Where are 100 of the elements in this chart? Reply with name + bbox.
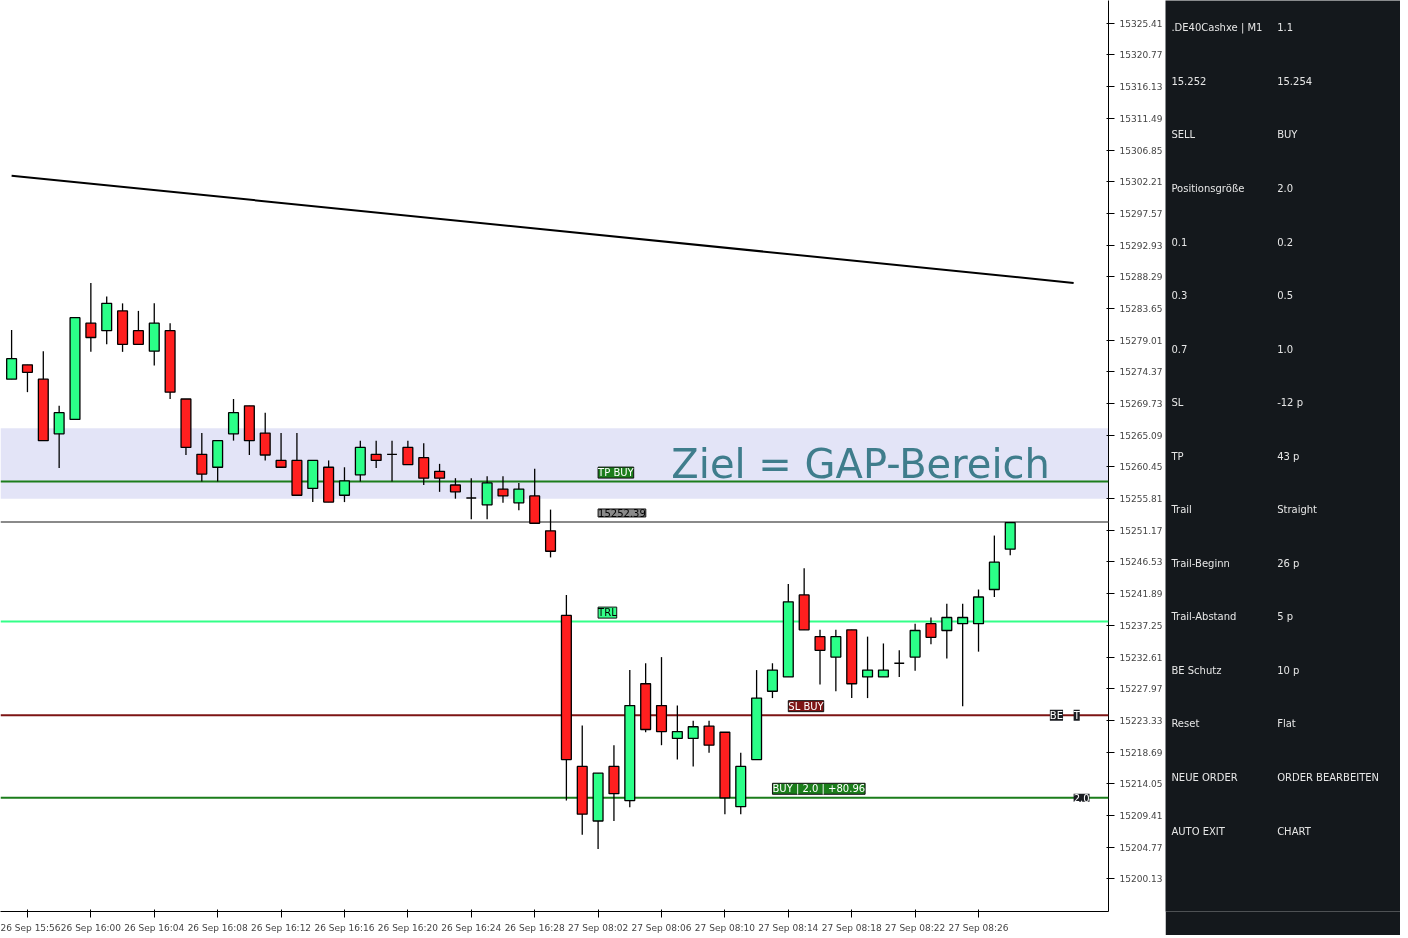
candlestick [893,649,905,678]
candlestick [227,398,240,442]
y-tick-label: 15302.21 [1119,177,1163,188]
candlestick [497,475,509,504]
x-tick-label: 26 Sep 16:00 [60,922,122,933]
text: 1.0 [1277,343,1294,355]
candlestick [132,310,144,345]
text: SL [1171,396,1184,408]
x-tick-label: 26 Sep 16:04 [124,922,185,933]
text: 15.254 [1277,75,1313,87]
candlestick [434,463,446,493]
text: Trail-Beginn [1170,557,1230,569]
annotation: BE [1049,709,1064,721]
text: 43 p [1277,450,1300,462]
text: 0.5 [1277,290,1294,302]
text: AUTO EXIT [1171,825,1226,837]
candlestick [925,616,937,645]
ref-line-label: BUY | 2.0 | +80.96 [772,783,866,796]
text: 10 p [1277,664,1300,676]
candlestick [687,719,699,768]
text: BE Schutz [1171,664,1222,676]
text: 1.1 [1277,22,1294,34]
y-tick-label: 15214.05 [1119,779,1163,790]
text: 5 p [1277,611,1294,623]
text: Trail [1170,504,1192,516]
candlestick [275,432,287,468]
y-tick-label: 15204.77 [1119,842,1163,853]
y-tick-label: 15316.13 [1119,82,1163,93]
y-tick-label: 15223.33 [1119,715,1163,726]
x-tick-label: 27 Sep 08:06 [631,922,692,933]
text: Flat [1277,718,1296,730]
candlestick [196,432,208,483]
y-tick-label: 15288.29 [1119,272,1163,283]
text: 0.2 [1277,236,1294,248]
candlestick [370,439,382,469]
y-tick-label: 15260.45 [1119,462,1163,473]
y-tick-label: 15237.25 [1119,620,1163,631]
y-tick-label: 15311.49 [1119,113,1163,124]
x-tick-label: 27 Sep 08:10 [694,922,756,933]
text: BUY [1277,128,1299,140]
candlestick [703,719,715,754]
x-tick-label: 26 Sep 16:16 [314,922,375,933]
text: TP [1170,450,1184,462]
candlestick [814,629,826,686]
text: 15.252 [1171,75,1207,87]
y-tick-label: 15227.97 [1119,684,1163,695]
y-tick-label: 15320.77 [1119,50,1163,61]
x-tick-label: 26 Sep 16:08 [187,922,248,933]
candlestick [259,411,271,462]
text: CHART [1277,825,1312,837]
y-tick-label: 15274.37 [1119,367,1163,378]
candlestick [766,662,779,699]
candlestick [21,364,34,393]
x-tick-label: 27 Sep 08:18 [821,922,883,933]
y-tick-label: 15209.41 [1119,810,1163,821]
candlestick [402,439,414,466]
candlestick [85,282,97,353]
y-tick-label: 15306.85 [1119,145,1163,156]
candlestick [877,642,889,678]
candlestick [671,704,683,761]
y-tick-label: 15218.69 [1119,747,1163,758]
y-tick-label: 15255.81 [1119,494,1163,505]
candlestick [53,405,65,469]
band-label: Ziel = GAP-Bereich [671,440,1050,487]
x-tick-label: 26 Sep 16:24 [441,922,502,933]
ref-line-label: SL BUY [788,700,825,712]
ref-line-label: TP BUY [597,467,635,479]
y-tick-label: 15241.89 [1119,589,1163,600]
y-tick-label: 15279.01 [1119,335,1163,346]
text: 26 p [1277,557,1300,569]
y-tick-label: 15265.09 [1119,430,1163,441]
text: 2.0 [1277,183,1294,195]
y-tick-label: 15246.53 [1119,557,1163,568]
text: NEUE ORDER [1171,772,1238,784]
annotation: 2.0 [1073,792,1090,804]
text: 0.1 [1171,236,1188,248]
text: 0.3 [1171,290,1188,302]
text: Straight [1277,504,1318,516]
x-tick-label: 26 Sep 15:56 [0,922,61,933]
y-tick-label: 15292.93 [1119,240,1163,251]
candlestick [544,508,557,559]
candlestick [862,635,874,699]
text: -12 p [1277,396,1303,408]
x-tick-label: 27 Sep 08:14 [758,922,819,933]
candlestick [6,329,18,380]
text: Reset [1171,718,1200,730]
text: Positionsgröße [1171,182,1245,194]
y-tick-label: 15269.73 [1119,399,1163,410]
candlestick [830,629,842,692]
text: SELL [1171,128,1196,140]
candlestick [465,477,477,520]
text: ORDER BEARBEITEN [1277,772,1380,784]
text: Trail-Abstand [1170,611,1237,623]
ref-line-label: 15252.39 [598,507,646,519]
y-tick-label: 15283.65 [1119,303,1163,314]
text: .DE40Cashxe | M1 [1171,21,1263,34]
y-tick-label: 15297.57 [1119,208,1163,219]
candlestick [481,475,493,520]
annotation: T [1072,709,1081,721]
y-tick-label: 15325.41 [1119,18,1163,29]
